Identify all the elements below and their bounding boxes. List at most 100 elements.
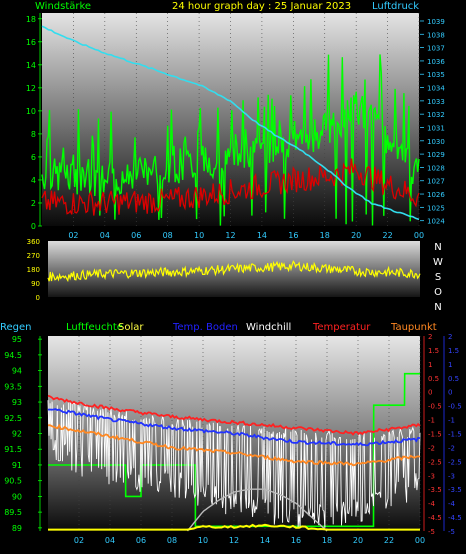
panel2-y-tick: 180 — [27, 266, 40, 274]
compass-letter: S — [435, 272, 441, 283]
panel3-y-right-tick-red: -3 — [428, 472, 435, 480]
panel3-y-left-tick: 89.5 — [4, 508, 22, 517]
panel3-y-right-tick-blue: -5 — [448, 528, 455, 536]
panel1-y-left-tick: 16 — [26, 38, 36, 47]
panel3-y-right-tick-blue: -1.5 — [448, 431, 462, 439]
panel3-y-right-tick-blue: -4 — [448, 500, 456, 508]
panel1-x-tick: 18 — [320, 231, 330, 240]
panel3-y-right-tick-blue: 0 — [448, 389, 452, 397]
panel1-y-right-tick: 1038 — [427, 31, 445, 39]
panel3-x-tick: 14 — [260, 536, 270, 545]
panel3-y-left-tick: 93 — [12, 398, 22, 407]
panel2-axis-labels: 0 90 180 270 360 — [27, 238, 40, 302]
panel1-x-tick: 08 — [163, 231, 173, 240]
panel3-y-right-tick-red: -5 — [428, 528, 435, 536]
panel1-y-right-tick: 1035 — [427, 71, 445, 79]
legend-item: Temp. Boden — [172, 322, 238, 333]
panel1-y-right-tick: 1025 — [427, 204, 445, 212]
panel3-y-right-tick-red: 0 — [428, 389, 432, 397]
panel1-y-right-tick: 1034 — [427, 85, 445, 93]
panel1-y-left-tick: 2 — [31, 199, 36, 208]
panel2-y-tick: 90 — [31, 280, 40, 288]
panel1-y-right-tick: 1028 — [427, 164, 445, 172]
panel3-series — [47, 372, 421, 532]
panel2-plot-area — [48, 241, 420, 297]
panel1-y-left-tick: 18 — [26, 15, 36, 24]
panel3-y-right-tick-red: -0.5 — [428, 403, 442, 411]
legend-item: Temperatur — [312, 322, 371, 333]
panel1-y-left-tick: 0 — [31, 222, 36, 231]
wind-average-line — [41, 158, 420, 216]
legend-item: Taupunkt — [390, 322, 437, 333]
panel3-x-tick: 10 — [198, 536, 208, 545]
panel3-y-right-tick-red: 2 — [428, 333, 432, 341]
panel3-y-left-tick: 89 — [12, 524, 22, 533]
panel1-x-tick: 10 — [194, 231, 204, 240]
panel1-y-right-tick: 1039 — [427, 18, 445, 26]
panel3-y-right-tick-red: 1.5 — [428, 347, 439, 355]
panel1-axis-labels: 0246810121416181024102510261027102810291… — [26, 13, 445, 240]
panel3-y-left-tick: 90 — [12, 492, 22, 501]
panel3-y-right-tick-red: -1 — [428, 417, 435, 425]
panel3-y-right-tick-blue: -1 — [448, 417, 455, 425]
header-right: Luftdruck — [372, 1, 419, 12]
panel3-y-right-tick-red: -4 — [428, 500, 436, 508]
panel3-y-right-tick-blue: 1 — [448, 361, 452, 369]
panel3-y-right-tick-blue: -3 — [448, 472, 455, 480]
panel3-y-left-tick: 90.5 — [4, 477, 22, 486]
panel3-y-left-tick: 93.5 — [4, 382, 22, 391]
legend-item: Windchill — [246, 322, 291, 333]
panel3-x-tick: 18 — [322, 536, 332, 545]
windchill-line — [47, 400, 421, 529]
panel1-y-right-tick: 1032 — [427, 111, 445, 119]
panel1-y-left-tick: 14 — [26, 61, 36, 70]
panel1-x-tick: 22 — [382, 231, 392, 240]
wind-direction-line — [47, 260, 421, 283]
panel2-y-tick: 360 — [27, 238, 40, 246]
panel3-x-tick: 16 — [291, 536, 301, 545]
panel1-y-right-tick: 1036 — [427, 58, 445, 66]
panel3-y-right-tick-red: -2.5 — [428, 458, 442, 466]
panel3-y-left-tick: 92 — [12, 430, 22, 439]
panel2-y-tick: 270 — [27, 252, 40, 260]
panel3-y-right-tick-blue: -0.5 — [448, 403, 462, 411]
panel3-y-left-tick: 91.5 — [4, 445, 22, 454]
panel1-y-right-tick: 1029 — [427, 151, 445, 159]
panel3-y-right-tick-red: 0.5 — [428, 375, 439, 383]
legend-item: Luftfeuchte — [66, 322, 123, 333]
panel3-y-right-tick-blue: 0.5 — [448, 375, 459, 383]
panel1-x-tick: 12 — [225, 231, 235, 240]
panel3-y-right-tick-red: -4.5 — [428, 514, 442, 522]
panel2-y-tick: 0 — [36, 294, 40, 302]
panel1-y-right-tick: 1033 — [427, 98, 445, 106]
panel1-y-left-tick: 4 — [31, 176, 36, 185]
panel3-x-tick: 08 — [167, 536, 177, 545]
panel3-y-right-tick-blue: 1.5 — [448, 347, 459, 355]
panel1-x-tick: 00 — [414, 231, 424, 240]
panel3-y-right-tick-blue: -3.5 — [448, 486, 462, 494]
panel3-x-tick: 06 — [136, 536, 146, 545]
header-center: 24 hour graph day : 25 Januar 2023 — [172, 1, 351, 12]
panel1-plot-area — [42, 13, 419, 226]
panel3-y-left-tick: 95 — [12, 335, 22, 344]
panel1-y-right-tick: 1026 — [427, 191, 445, 199]
panel3-x-tick: 20 — [353, 536, 363, 545]
panel1-y-right-tick: 1027 — [427, 178, 445, 186]
panel1-x-tick: 02 — [68, 231, 78, 240]
panel3-y-left-tick: 91 — [12, 461, 22, 470]
panel3-y-right-tick-blue: 2 — [448, 333, 452, 341]
panel2-series — [47, 260, 421, 283]
panel1-x-tick: 06 — [131, 231, 141, 240]
panel3-x-tick: 22 — [384, 536, 394, 545]
compass-letter: O — [434, 287, 442, 298]
panel3-grid — [78, 336, 421, 531]
panel3-y-right-tick-blue: -2 — [448, 444, 455, 452]
solar-line — [48, 523, 420, 531]
legend-item: Regen — [0, 322, 32, 333]
panel1-y-left-tick: 12 — [26, 84, 36, 93]
panel1-x-tick: 20 — [351, 231, 361, 240]
dewpoint-line — [47, 423, 421, 467]
